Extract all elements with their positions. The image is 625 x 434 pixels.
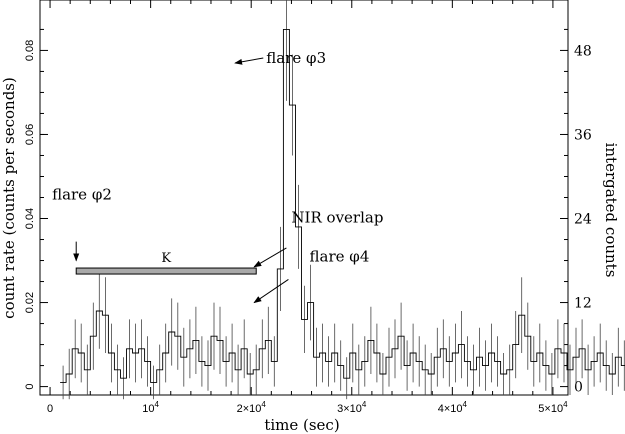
annotation-text: flare (310, 247, 350, 265)
y-left-tick-label: 0.08 (24, 40, 36, 61)
annotation-label: flare φ3 (266, 49, 326, 67)
x-tick-label-base: 10 (142, 403, 154, 415)
x-tick-label: 4×104 (438, 400, 468, 415)
annotation-arrow (253, 247, 287, 268)
annotation-number: 3 (317, 49, 327, 67)
x-tick-label: 0 (47, 403, 53, 415)
y-left-tick-label: 0.02 (24, 292, 36, 313)
x-tick-label-base: 2×10 (237, 403, 262, 415)
y-right-tick-label: 12 (574, 296, 592, 312)
x-tick-label-exp: 4 (362, 400, 367, 409)
x-tick-label-base: 0 (47, 403, 53, 415)
y-right-tick-label: 24 (574, 212, 592, 228)
annotation-symbol: φ (92, 186, 103, 204)
x-tick-label-exp: 4 (563, 400, 568, 409)
y-left-tick-label: 0.06 (24, 124, 36, 145)
x-tick-label-exp: 4 (261, 400, 266, 409)
series-group (60, 0, 625, 400)
annotation-text: flare (52, 186, 92, 204)
annotation-symbol: φ (349, 247, 360, 265)
x-axis-label: time (sec) (264, 416, 339, 434)
k-band-bar (75, 267, 257, 275)
y-right-tick-label: 48 (574, 43, 592, 59)
annotation-number: 2 (102, 186, 112, 204)
x-tick-label-exp: 4 (155, 400, 160, 409)
annotation-text: flare (266, 49, 306, 67)
x-tick-label-exp: 4 (463, 400, 468, 409)
x-tick-label: 2×104 (237, 400, 267, 415)
y-axis-label-right: intergated counts (602, 143, 620, 278)
annotation-arrow (234, 57, 264, 65)
x-tick-label-base: 3×10 (337, 403, 362, 415)
annotation-text: NIR overlap (291, 209, 383, 227)
x-tick-label-base: 5×10 (538, 403, 563, 415)
annotation-arrow (253, 279, 289, 304)
annotation-symbol: φ (306, 49, 317, 67)
x-tick-label: 5×104 (538, 400, 568, 415)
y-axis-label-left: count rate (counts per seconds) (0, 77, 18, 319)
annotation-label: NIR overlap (291, 209, 383, 227)
k-band-label: K (161, 251, 171, 266)
count-rate-step-line (60, 28, 625, 383)
axis-ticks: 0 104 2×104 3×104 4×104 5×10400.020.040.060.0… (24, 0, 592, 415)
y-right-tick-label: 0 (574, 380, 583, 396)
y-right-tick-label: 36 (574, 127, 592, 143)
annotation-label: flare φ4 (310, 247, 370, 265)
annotation-number: 4 (360, 247, 370, 265)
x-tick-label: 3×104 (337, 400, 367, 415)
y-left-tick-label: 0.04 (24, 208, 36, 229)
x-tick-label: 104 (142, 400, 159, 415)
annotation-label: flare φ2 (52, 186, 112, 204)
y-left-tick-label: 0 (24, 384, 36, 390)
x-tick-label-base: 4×10 (438, 403, 463, 415)
